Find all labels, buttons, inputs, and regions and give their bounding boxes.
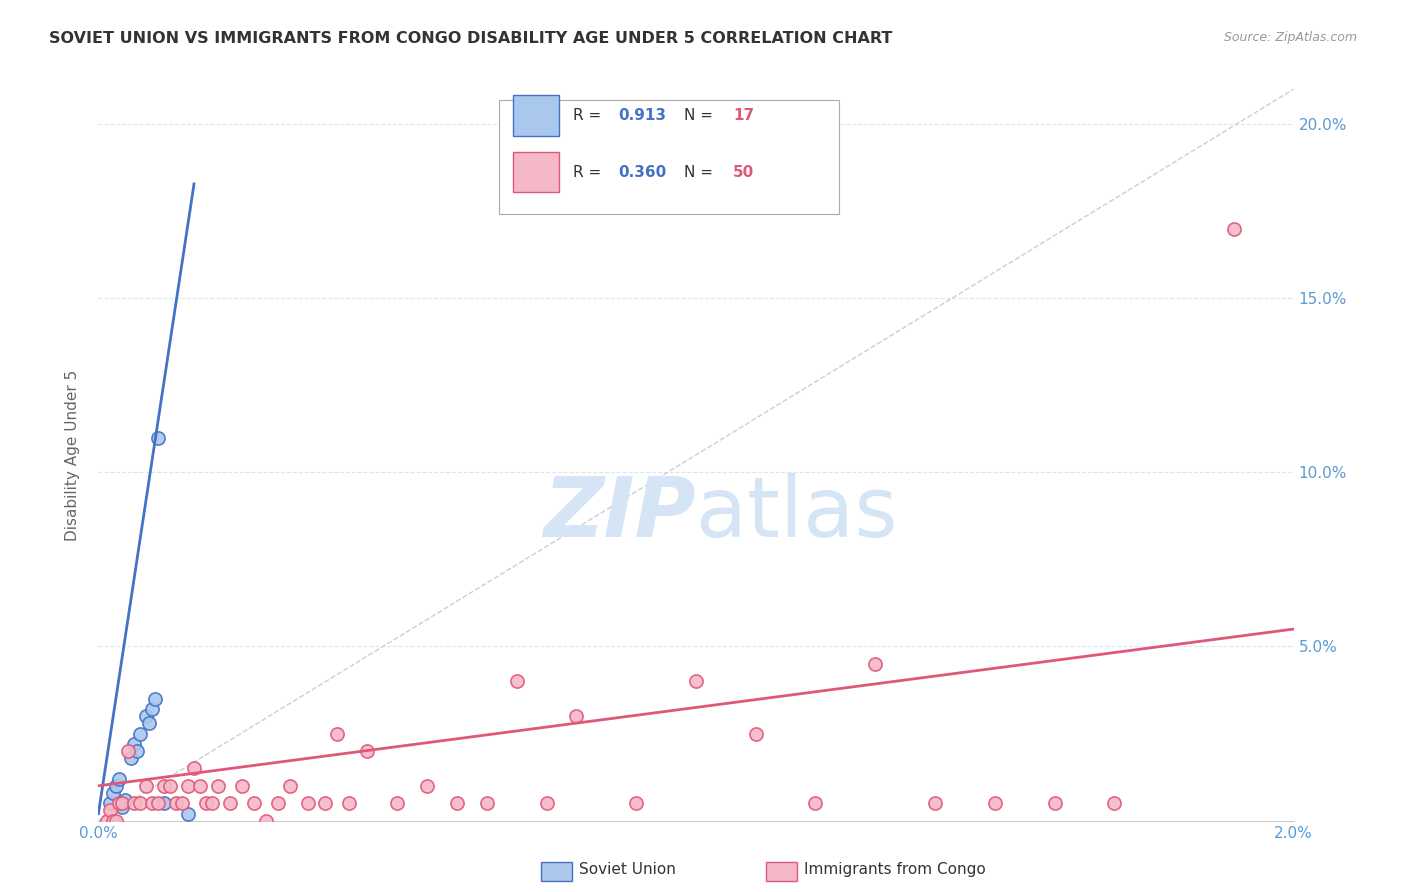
Text: Soviet Union: Soviet Union bbox=[579, 863, 676, 877]
Point bbox=[506, 674, 529, 689]
Point bbox=[114, 793, 136, 807]
Y-axis label: Disability Age Under 5: Disability Age Under 5 bbox=[65, 369, 80, 541]
Point bbox=[188, 779, 211, 793]
Text: ZIP: ZIP bbox=[543, 473, 696, 554]
Point bbox=[339, 796, 360, 810]
Text: 0.913: 0.913 bbox=[619, 108, 666, 123]
Point bbox=[385, 796, 409, 810]
Point bbox=[159, 779, 181, 793]
Point bbox=[243, 796, 266, 810]
Text: N =: N = bbox=[685, 165, 718, 180]
Point bbox=[475, 796, 498, 810]
Text: R =: R = bbox=[572, 108, 606, 123]
Point bbox=[1223, 221, 1246, 235]
Point bbox=[984, 796, 1007, 810]
Point bbox=[207, 779, 229, 793]
Point bbox=[267, 796, 290, 810]
Point bbox=[446, 796, 468, 810]
Point bbox=[356, 744, 378, 758]
Point bbox=[177, 779, 200, 793]
Point bbox=[124, 796, 146, 810]
Point bbox=[685, 674, 707, 689]
Point bbox=[804, 796, 827, 810]
Point bbox=[141, 702, 163, 716]
Text: SOVIET UNION VS IMMIGRANTS FROM CONGO DISABILITY AGE UNDER 5 CORRELATION CHART: SOVIET UNION VS IMMIGRANTS FROM CONGO DI… bbox=[49, 31, 893, 46]
Point bbox=[129, 726, 152, 740]
Bar bbox=[513, 95, 558, 136]
Point bbox=[129, 796, 152, 810]
Point bbox=[98, 796, 122, 810]
Point bbox=[105, 779, 128, 793]
Point bbox=[201, 796, 224, 810]
Text: 0.360: 0.360 bbox=[619, 165, 666, 180]
Point bbox=[117, 744, 139, 758]
Text: 17: 17 bbox=[733, 108, 754, 123]
Point bbox=[141, 796, 163, 810]
Point bbox=[326, 726, 349, 740]
Point bbox=[195, 796, 218, 810]
Point bbox=[143, 691, 166, 706]
Point bbox=[120, 751, 142, 765]
Point bbox=[148, 430, 170, 444]
Point bbox=[138, 716, 160, 731]
Point bbox=[103, 814, 125, 828]
Point bbox=[153, 779, 176, 793]
Point bbox=[127, 744, 149, 758]
Bar bbox=[513, 152, 558, 193]
Point bbox=[108, 772, 131, 786]
Point bbox=[108, 796, 131, 810]
Point bbox=[219, 796, 242, 810]
Text: N =: N = bbox=[685, 108, 718, 123]
Point bbox=[231, 779, 253, 793]
Point bbox=[1104, 796, 1126, 810]
Point bbox=[105, 814, 128, 828]
Point bbox=[135, 709, 157, 723]
Point bbox=[148, 796, 170, 810]
Point bbox=[536, 796, 558, 810]
Point bbox=[297, 796, 319, 810]
Point bbox=[153, 796, 176, 810]
Point bbox=[135, 779, 157, 793]
Point bbox=[626, 796, 648, 810]
Point bbox=[165, 796, 187, 810]
Point bbox=[177, 806, 200, 821]
Text: Immigrants from Congo: Immigrants from Congo bbox=[804, 863, 986, 877]
Text: R =: R = bbox=[572, 165, 606, 180]
Point bbox=[565, 709, 588, 723]
Point bbox=[1043, 796, 1066, 810]
Point bbox=[124, 737, 146, 751]
Point bbox=[111, 796, 134, 810]
Point bbox=[183, 761, 205, 775]
Point bbox=[745, 726, 768, 740]
Text: 50: 50 bbox=[733, 165, 754, 180]
Point bbox=[254, 814, 277, 828]
Point bbox=[98, 803, 122, 817]
Point bbox=[111, 799, 134, 814]
Point bbox=[416, 779, 439, 793]
FancyBboxPatch shape bbox=[499, 100, 839, 213]
Point bbox=[172, 796, 194, 810]
Point bbox=[278, 779, 301, 793]
Point bbox=[865, 657, 887, 671]
Text: atlas: atlas bbox=[696, 473, 897, 554]
Text: Source: ZipAtlas.com: Source: ZipAtlas.com bbox=[1223, 31, 1357, 45]
Point bbox=[96, 814, 118, 828]
Point bbox=[103, 786, 125, 800]
Point bbox=[315, 796, 337, 810]
Point bbox=[924, 796, 946, 810]
